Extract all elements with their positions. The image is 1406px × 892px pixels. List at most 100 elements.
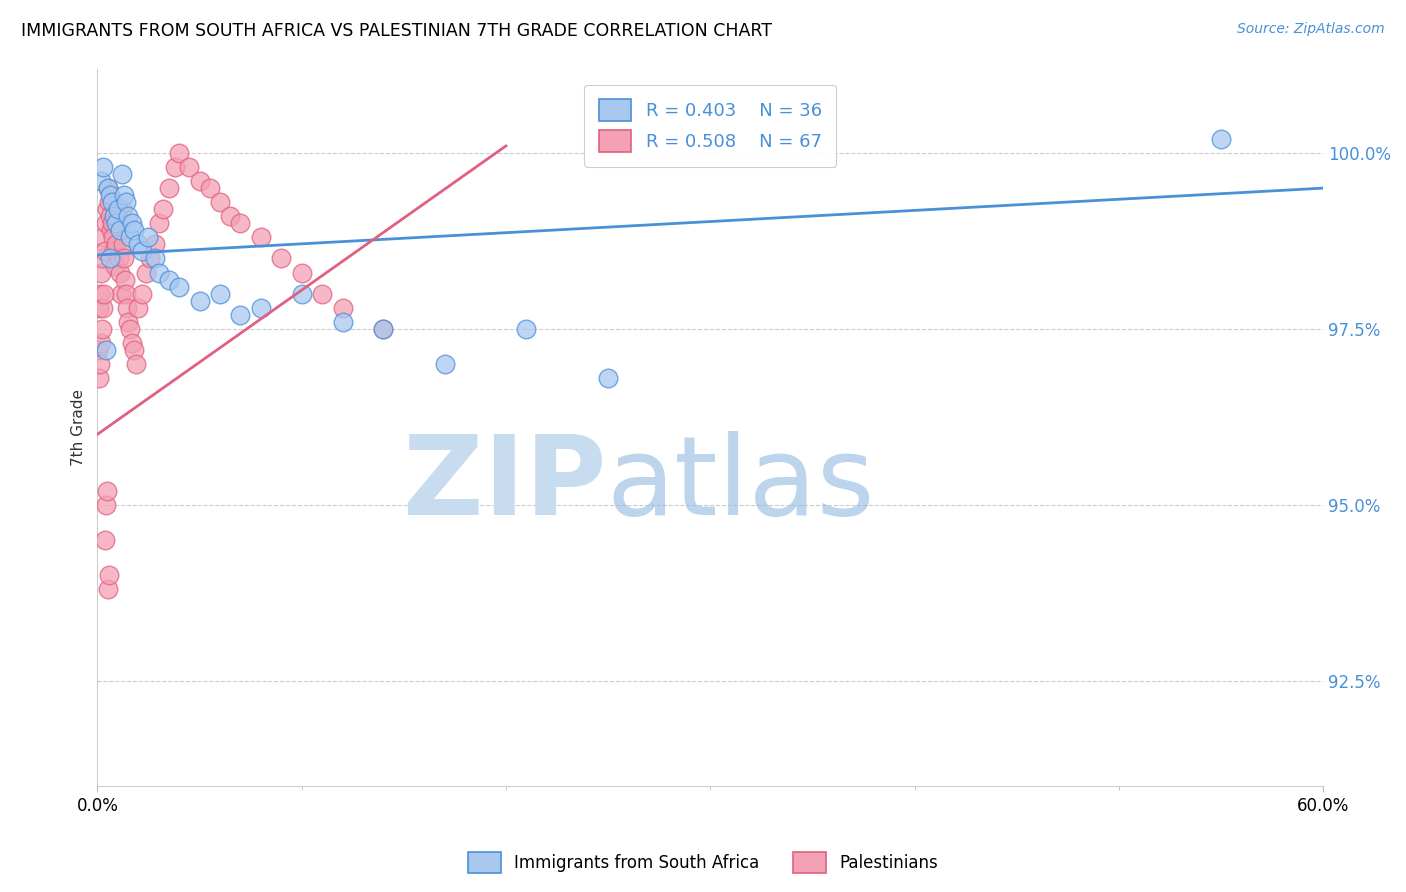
Text: IMMIGRANTS FROM SOUTH AFRICA VS PALESTINIAN 7TH GRADE CORRELATION CHART: IMMIGRANTS FROM SOUTH AFRICA VS PALESTIN… [21, 22, 772, 40]
Point [143, 237, 166, 252]
Point [117, 209, 139, 223]
Point [157, 181, 180, 195]
Legend: R = 0.403    N = 36, R = 0.508    N = 67: R = 0.403 N = 36, R = 0.508 N = 67 [585, 85, 837, 167]
Point [103, 209, 125, 223]
Point [100, 223, 122, 237]
Point [117, 315, 139, 329]
Point [291, 266, 314, 280]
Point [98, 252, 121, 266]
Point [152, 202, 174, 217]
Point [112, 188, 135, 202]
Legend: Immigrants from South Africa, Palestinians: Immigrants from South Africa, Palestinia… [461, 846, 945, 880]
Point [111, 167, 134, 181]
Point [94, 216, 117, 230]
Point [97, 195, 120, 210]
Point [179, 160, 201, 174]
Point [135, 266, 157, 280]
Point [127, 301, 149, 315]
Point [373, 322, 395, 336]
Point [148, 216, 170, 230]
Point [114, 272, 136, 286]
Point [108, 266, 131, 280]
Point [104, 237, 127, 252]
Point [598, 371, 620, 385]
Point [148, 266, 170, 280]
Point [90, 174, 112, 188]
Point [90, 322, 112, 336]
Point [208, 195, 231, 210]
Point [125, 357, 148, 371]
Point [115, 301, 138, 315]
Point [94, 343, 117, 357]
Point [96, 483, 118, 498]
Point [98, 209, 121, 223]
Point [104, 216, 127, 230]
Point [198, 181, 221, 195]
Point [188, 174, 211, 188]
Point [104, 259, 127, 273]
Point [311, 286, 333, 301]
Point [103, 244, 125, 259]
Point [108, 223, 131, 237]
Point [157, 272, 180, 286]
Point [91, 252, 114, 266]
Point [89, 357, 111, 371]
Point [115, 286, 138, 301]
Point [122, 343, 145, 357]
Point [121, 335, 143, 350]
Point [89, 301, 111, 315]
Text: atlas: atlas [606, 431, 875, 538]
Point [373, 322, 395, 336]
Point [291, 286, 314, 301]
Point [111, 237, 134, 252]
Point [93, 286, 115, 301]
Point [249, 230, 271, 244]
Point [101, 230, 124, 244]
Point [115, 195, 138, 210]
Point [89, 286, 111, 301]
Point [107, 252, 129, 266]
Point [131, 244, 153, 259]
Point [188, 293, 211, 308]
Point [105, 216, 128, 230]
Text: Source: ZipAtlas.com: Source: ZipAtlas.com [1237, 22, 1385, 37]
Point [100, 216, 122, 230]
Point [90, 266, 112, 280]
Point [112, 252, 135, 266]
Point [143, 252, 166, 266]
Point [208, 286, 231, 301]
Point [100, 195, 122, 210]
Point [97, 181, 120, 195]
Point [167, 145, 190, 160]
Point [107, 209, 129, 223]
Point [167, 279, 190, 293]
Point [163, 160, 186, 174]
Text: ZIP: ZIP [402, 431, 606, 538]
Point [87, 371, 110, 385]
Point [121, 216, 143, 230]
Point [118, 322, 141, 336]
Point [93, 244, 115, 259]
Point [131, 286, 153, 301]
Point [107, 202, 129, 217]
Point [98, 188, 121, 202]
Point [270, 252, 292, 266]
Point [433, 357, 456, 371]
Point [127, 237, 149, 252]
Point [91, 301, 114, 315]
Y-axis label: 7th Grade: 7th Grade [72, 389, 86, 466]
Point [515, 322, 537, 336]
Point [1209, 132, 1232, 146]
Point [332, 301, 354, 315]
Point [97, 582, 120, 596]
Point [332, 315, 354, 329]
Point [94, 533, 117, 547]
Point [111, 202, 134, 217]
Point [118, 230, 141, 244]
Point [138, 230, 160, 244]
Point [94, 498, 117, 512]
Point [110, 286, 132, 301]
Point [229, 308, 252, 322]
Point [122, 223, 145, 237]
Point [96, 202, 118, 217]
